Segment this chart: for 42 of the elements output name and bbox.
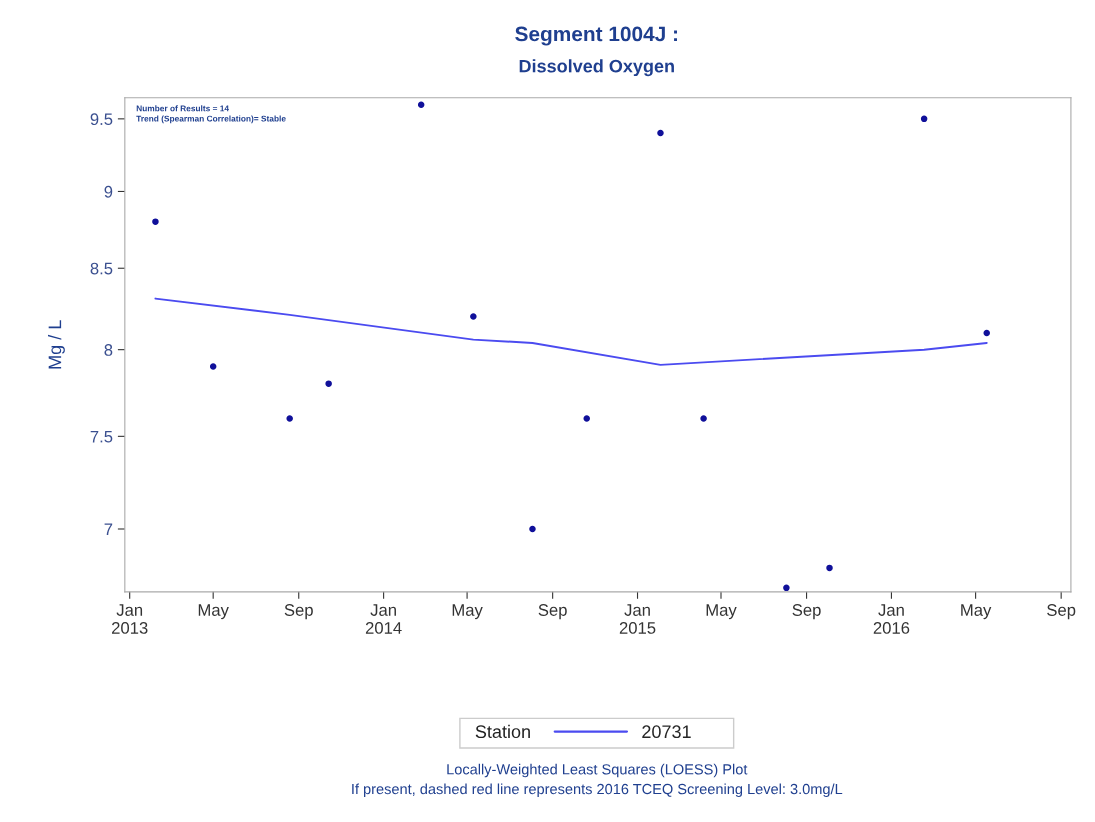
x-tick-label: May bbox=[452, 604, 483, 620]
x-tick-label: Jan 2013 bbox=[112, 604, 148, 634]
y-tick-label: 9 bbox=[104, 185, 113, 198]
point bbox=[470, 313, 477, 320]
point bbox=[826, 564, 833, 572]
point bbox=[209, 363, 217, 370]
y-tick-label: 7 bbox=[104, 523, 113, 536]
y-axis-title: Mg / L bbox=[48, 320, 65, 369]
legend-title: Station bbox=[475, 724, 530, 739]
point bbox=[417, 101, 425, 109]
point bbox=[286, 415, 293, 422]
point bbox=[920, 115, 928, 123]
point bbox=[700, 415, 707, 422]
x-tick-label: Sep bbox=[538, 604, 567, 620]
x-tick-label: Jan 2014 bbox=[365, 604, 402, 634]
x-tick-label: Sep bbox=[792, 604, 821, 620]
y-tick-label: 8.5 bbox=[90, 262, 113, 275]
y-tick-label: 9.5 bbox=[90, 113, 113, 126]
x-tick-label: Sep bbox=[1047, 604, 1076, 620]
line-series bbox=[154, 297, 988, 366]
text: If present, dashed red line represents 2016 TCEQ Screening Level: 3.0mg/L bbox=[352, 783, 843, 798]
chart-subtitle: Dissolved Oxygen bbox=[519, 59, 674, 77]
x-tick-label: Jan 2015 bbox=[619, 604, 656, 634]
chart-title: Segment 1004J : bbox=[515, 26, 677, 46]
legend-label: 20731 bbox=[642, 725, 691, 739]
x-tick-label: May bbox=[706, 604, 737, 620]
text: Locally-Weighted Least Squares (LOESS) Plot bbox=[447, 763, 748, 778]
y-tick-label: 8 bbox=[104, 344, 113, 356]
annotation: Trend (Spearman Correlation)= Stable bbox=[136, 115, 286, 124]
point bbox=[325, 380, 332, 387]
point bbox=[529, 525, 536, 533]
point bbox=[983, 329, 990, 337]
point bbox=[583, 415, 590, 422]
x-tick-label: May bbox=[961, 604, 992, 620]
x-tick-label: Sep bbox=[284, 604, 313, 620]
point bbox=[783, 584, 790, 592]
point bbox=[152, 218, 159, 225]
annotation: Number of Results = 14 bbox=[136, 105, 229, 112]
point bbox=[657, 129, 664, 137]
x-tick-label: Jan 2016 bbox=[873, 604, 910, 634]
y-tick-label: 7.5 bbox=[90, 430, 113, 443]
x-tick-label: May bbox=[198, 604, 229, 620]
